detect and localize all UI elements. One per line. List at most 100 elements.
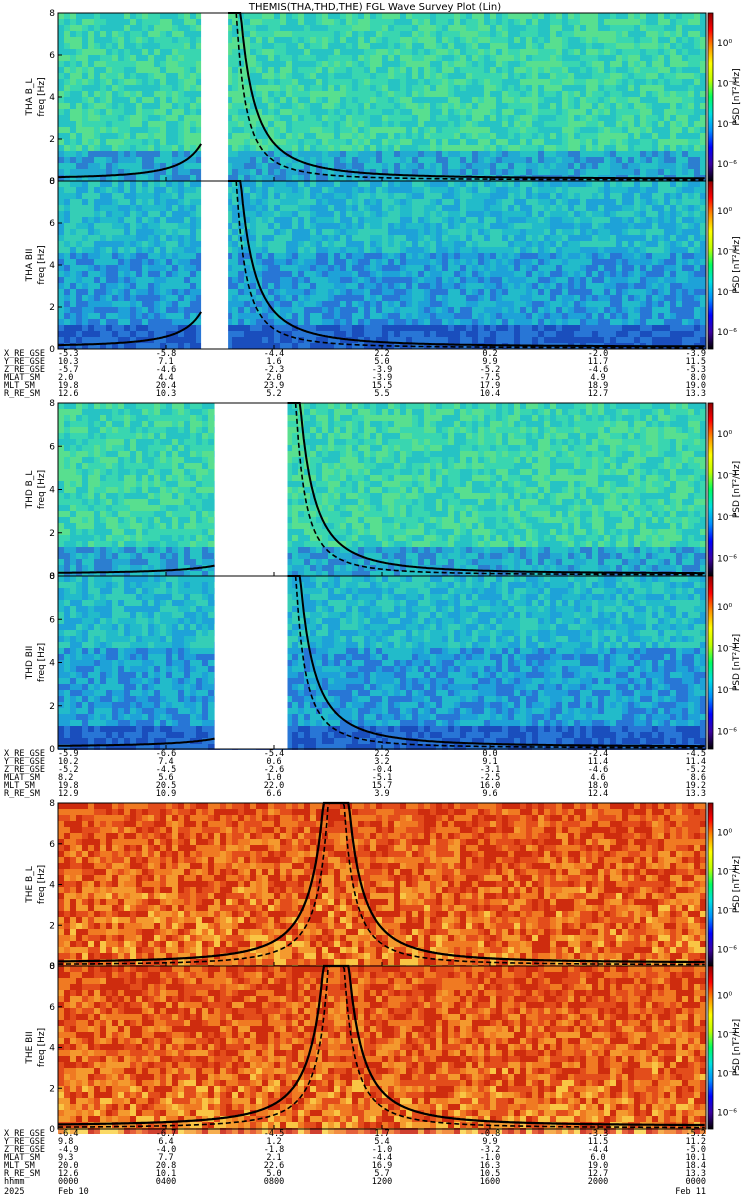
- colorbar-tick-label: 10⁰: [717, 39, 732, 49]
- ephemeris-value: 2.2: [374, 349, 389, 359]
- date-start-label: Feb 10: [58, 1187, 89, 1197]
- ephemeris-value: 12.6: [58, 389, 78, 399]
- y-tick-label: 4: [49, 261, 55, 271]
- time-tick-label: 0400: [156, 1177, 176, 1187]
- y-tick-label: 6: [49, 840, 55, 850]
- ephemeris-table: X_RE_GSE -6.4 -6.7 -4.5 1.7 -0.8 -3.3 -5.2 Y_RE_…: [4, 1129, 706, 1179]
- ephemeris-value: 10.9: [156, 789, 176, 799]
- ephemeris-value: 19.8: [58, 781, 78, 791]
- ephemeris-value: -5.2: [686, 765, 706, 775]
- y-tick-label: 0: [49, 177, 55, 187]
- ephemeris-value: 12.7: [588, 1169, 608, 1179]
- y-tick-label: 6: [49, 219, 55, 229]
- colorbar-tick-label: 10⁰: [717, 207, 732, 217]
- colorbar-label: PSD [nT²/Hz]: [732, 1019, 742, 1076]
- ephemeris-label: MLAT_SM: [4, 773, 40, 783]
- fce-curve: [58, 564, 215, 574]
- colorbar-tick-label: 10⁰: [717, 603, 732, 613]
- colorbar-label: PSD [nT²/Hz]: [732, 236, 742, 293]
- fce-curve: [58, 801, 705, 964]
- fce-half-curve: [287, 575, 705, 749]
- ephemeris-value: 5.6: [158, 773, 173, 783]
- y-axis-label: freq [Hz]: [37, 245, 47, 284]
- y-tick-label: 6: [49, 1003, 55, 1013]
- ephemeris-value: -0.4: [372, 765, 392, 775]
- colorbar-tick-label: 10⁻²: [717, 645, 737, 655]
- colorbar: [707, 180, 714, 350]
- ephemeris-value: 20.5: [156, 781, 176, 791]
- time-tick-label: 1200: [372, 1177, 392, 1187]
- time-row-label: hhmm: [4, 1177, 24, 1187]
- y-axis-label: freq [Hz]: [37, 865, 47, 904]
- colorbar-tick-label: 10⁻⁴: [717, 1070, 737, 1080]
- y-tick-label: 2: [49, 1084, 55, 1094]
- ephemeris-value: 5.7: [374, 1169, 389, 1179]
- y-axis-label: THA B_L: [25, 79, 35, 117]
- colorbar-tick-label: 10⁰: [717, 828, 732, 838]
- ephemeris-value: 9.9: [482, 357, 497, 367]
- ephemeris-value: -3.1: [480, 765, 500, 775]
- ephemeris-value: 9.1: [482, 757, 497, 767]
- ephemeris-label: R_RE_SM: [4, 789, 40, 799]
- data-gap: [214, 576, 288, 749]
- y-tick-label: 0: [49, 1125, 55, 1135]
- y-tick-label: 8: [49, 9, 55, 19]
- fce-curve: [58, 737, 215, 747]
- ephemeris-value: 13.3: [686, 789, 706, 799]
- ephemeris-value: 22.6: [264, 1161, 284, 1171]
- spectrogram-panel: 0 2 4 6 8 THD B_L freq [Hz] 10⁰ 10⁻² 10⁻⁴ 10⁻⁶ PSD …: [25, 399, 742, 582]
- ephemeris-value: -3.3: [588, 1129, 608, 1139]
- ephemeris-value: 1.7: [374, 1129, 389, 1139]
- y-tick-label: 6: [49, 442, 55, 452]
- ephemeris-label: Y_RE_GSE: [4, 357, 45, 367]
- ephemeris-label: MLT_SM: [4, 1161, 35, 1171]
- time-tick-label: 0000: [58, 1177, 78, 1187]
- ephemeris-value: 2.0: [58, 373, 73, 383]
- ephemeris-value: -4.5: [264, 1129, 284, 1139]
- spectrogram-panel: 0 2 4 6 8 THE BII freq [Hz] 10⁰ 10⁻² 10⁻⁴ 10⁻⁶ PSD …: [25, 962, 742, 1135]
- spectrogram-panel: 0 2 4 6 8 THE B_L freq [Hz] 10⁰ 10⁻² 10⁻⁴ 10⁻⁶ PSD …: [25, 799, 742, 972]
- ephemeris-value: -5.8: [156, 349, 176, 359]
- ephemeris-value: 13.3: [686, 1169, 706, 1179]
- colorbar-tick-label: 10⁻²: [717, 80, 737, 90]
- ephemeris-value: -4.4: [264, 349, 284, 359]
- ephemeris-value: 19.0: [588, 1161, 608, 1171]
- data-gap: [201, 13, 229, 181]
- ephemeris-value: 6.4: [158, 1137, 173, 1147]
- ephemeris-label: Y_RE_GSE: [4, 1137, 45, 1147]
- data-gap: [214, 403, 288, 576]
- ephemeris-value: 19.0: [686, 381, 706, 391]
- ephemeris-value: 4.6: [590, 773, 605, 783]
- ephemeris-value: 2.1: [266, 1153, 281, 1163]
- ephemeris-value: -3.9: [686, 349, 706, 359]
- y-tick-label: 2: [49, 921, 55, 931]
- y-tick-label: 2: [49, 135, 55, 145]
- ephemeris-value: -5.3: [686, 365, 706, 375]
- ephemeris-value: 0.2: [482, 349, 497, 359]
- y-tick-label: 8: [49, 572, 55, 582]
- y-tick-label: 0: [49, 962, 55, 972]
- ephemeris-value: 16.9: [372, 1161, 392, 1171]
- ephemeris-value: -2.4: [588, 749, 608, 759]
- colorbar: [707, 402, 714, 577]
- ephemeris-value: 2.2: [374, 749, 389, 759]
- ephemeris-value: 11.4: [686, 757, 706, 767]
- ephemeris-value: 18.9: [588, 381, 608, 391]
- y-tick-label: 6: [49, 615, 55, 625]
- y-tick-label: 4: [49, 659, 55, 669]
- colorbar-label: PSD [nT²/Hz]: [732, 634, 742, 691]
- ephemeris-value: 10.4: [480, 389, 500, 399]
- ephemeris-value: -7.5: [480, 373, 500, 383]
- ephemeris-value: 23.9: [264, 381, 284, 391]
- ephemeris-value: 0.6: [266, 757, 281, 767]
- fce-curve: [287, 575, 705, 748]
- colorbar-tick-label: 10⁻⁶: [717, 555, 737, 565]
- ephemeris-value: 10.1: [686, 1153, 706, 1163]
- ephemeris-value: -5.0: [686, 1145, 706, 1155]
- time-tick-label: 0800: [264, 1177, 284, 1187]
- ephemeris-label: MLAT_SM: [4, 1153, 40, 1163]
- ephemeris-value: 5.0: [374, 357, 389, 367]
- ephemeris-value: -5.2: [480, 365, 500, 375]
- colorbar-tick-label: 10⁻⁶: [717, 160, 737, 170]
